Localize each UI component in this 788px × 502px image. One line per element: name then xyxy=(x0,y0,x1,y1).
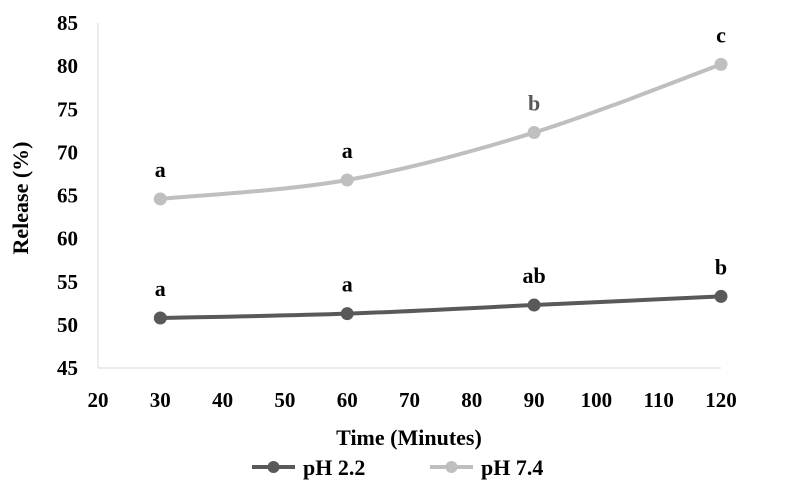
x-axis-title: Time (Minutes) xyxy=(336,425,482,450)
axes xyxy=(97,23,721,369)
x-tick-label: 50 xyxy=(274,388,295,412)
series-line xyxy=(160,294,722,320)
x-tick-label: 70 xyxy=(399,388,420,412)
x-tick-label: 40 xyxy=(212,388,233,412)
legend: pH 2.2 pH 7.4 xyxy=(252,455,543,480)
series-ph-74: a a b c xyxy=(153,22,728,206)
data-point xyxy=(714,289,728,303)
data-point xyxy=(527,298,541,312)
legend-marker-ph22 xyxy=(267,461,280,473)
x-tick-label: 90 xyxy=(524,388,545,412)
y-tick-label: 70 xyxy=(57,140,78,164)
series-line xyxy=(160,62,722,201)
x-tick-label: 120 xyxy=(705,388,737,412)
y-tick-label: 45 xyxy=(57,356,78,380)
data-label: c xyxy=(716,22,726,47)
legend-item-ph22: pH 2.2 xyxy=(252,455,365,480)
data-label: a xyxy=(342,272,353,297)
y-tick-label: 60 xyxy=(57,227,78,251)
x-tick-label: 60 xyxy=(337,388,358,412)
legend-marker-ph74 xyxy=(445,461,458,473)
data-label: b xyxy=(528,91,540,116)
y-tick-label: 75 xyxy=(57,97,78,121)
data-label: a xyxy=(155,276,166,301)
data-label: ab xyxy=(522,263,545,288)
data-point xyxy=(340,307,354,321)
data-label: a xyxy=(155,157,166,182)
series-ph-22: a a ab b xyxy=(153,254,728,325)
x-tick-label: 20 xyxy=(88,388,109,412)
data-point xyxy=(340,173,354,187)
y-tick-label: 50 xyxy=(57,313,78,337)
data-label: a xyxy=(342,138,353,163)
y-tick-label: 80 xyxy=(57,54,78,78)
x-axis-ticks: 20 30 40 50 60 70 80 90 100 110 120 xyxy=(88,388,737,412)
y-axis-title: Release (%) xyxy=(8,141,33,254)
legend-item-ph74: pH 7.4 xyxy=(430,455,543,480)
data-point xyxy=(153,311,167,325)
x-tick-label: 80 xyxy=(461,388,482,412)
legend-label-ph74: pH 7.4 xyxy=(481,455,543,480)
data-point xyxy=(714,57,728,71)
data-label: b xyxy=(715,254,727,279)
data-point xyxy=(527,126,541,140)
x-tick-label: 30 xyxy=(150,388,171,412)
legend-label-ph22: pH 2.2 xyxy=(303,455,365,480)
y-axis-ticks: 45 50 55 60 65 70 75 80 85 xyxy=(57,11,78,380)
y-tick-label: 85 xyxy=(57,11,78,35)
y-tick-label: 55 xyxy=(57,270,78,294)
y-tick-label: 65 xyxy=(57,184,78,208)
data-point xyxy=(153,192,167,206)
x-tick-label: 110 xyxy=(644,388,674,412)
x-tick-label: 100 xyxy=(581,388,613,412)
